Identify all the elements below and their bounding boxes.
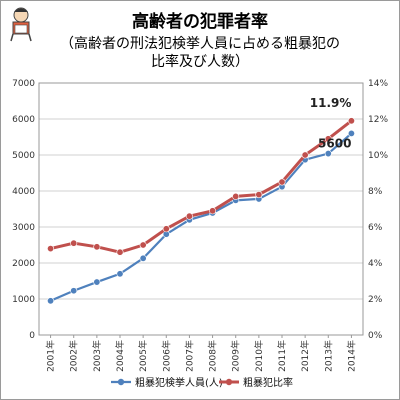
legend-label: 粗暴犯比率: [243, 376, 293, 389]
data-point: [70, 287, 78, 295]
data-point: [93, 278, 101, 286]
y-right-tick-label: 8%: [368, 187, 383, 197]
data-point: [47, 245, 55, 253]
data-point: [162, 225, 170, 233]
y-left-tick-label: 1000: [12, 295, 35, 305]
data-point: [139, 254, 147, 262]
y-left-tick-label: 0: [29, 331, 35, 341]
x-tick-label: 2002年: [68, 340, 80, 372]
data-point: [232, 192, 240, 200]
x-tick-label: 2008年: [207, 340, 219, 372]
series-line: [50, 132, 353, 302]
mascot-icon: [10, 7, 32, 42]
y-left-tick-label: 5000: [12, 151, 35, 161]
x-tick-label: 2001年: [45, 340, 57, 372]
x-tick-label: 2006年: [160, 340, 172, 372]
y-left-tick-label: 2000: [12, 259, 35, 269]
x-tick-label: 2012年: [299, 340, 311, 372]
legend-marker: [117, 378, 125, 386]
data-point: [347, 129, 355, 137]
data-point: [139, 241, 147, 249]
data-point: [255, 191, 263, 199]
x-tick-label: 2009年: [230, 340, 242, 372]
data-point: [93, 243, 101, 251]
y-left-tick-label: 3000: [12, 223, 35, 233]
y-right-tick-label: 10%: [368, 151, 388, 161]
data-label: 11.9%: [310, 96, 352, 110]
data-point: [347, 117, 355, 125]
y-left-tick-label: 7000: [12, 79, 35, 89]
x-tick-label: 2007年: [183, 340, 195, 372]
x-tick-label: 2014年: [345, 340, 357, 372]
data-point: [209, 207, 217, 215]
y-right-tick-label: 0%: [368, 331, 383, 341]
data-point: [301, 151, 309, 159]
chart-subtitle-line1: （高齢者の刑法犯検挙人員に占める粗暴犯の: [60, 36, 340, 52]
y-right-tick-label: 12%: [368, 115, 388, 125]
y-right-tick-label: 2%: [368, 295, 383, 305]
data-label: 5600: [318, 136, 351, 150]
y-left-tick-label: 6000: [12, 115, 35, 125]
legend-label: 粗暴犯検挙人員(人): [135, 376, 223, 389]
y-left-tick-label: 4000: [12, 187, 35, 197]
y-right-tick-label: 6%: [368, 223, 383, 233]
data-point: [116, 270, 124, 278]
data-point: [47, 297, 55, 305]
legend-marker: [225, 378, 233, 386]
x-tick-label: 2003年: [91, 340, 103, 372]
x-tick-label: 2013年: [322, 340, 334, 372]
data-point: [70, 239, 78, 247]
chart-subtitle-line2: 比率及び人数）: [151, 54, 249, 70]
data-point: [116, 248, 124, 256]
data-point: [324, 150, 332, 158]
x-tick-label: 2011年: [276, 340, 288, 372]
y-right-tick-label: 4%: [368, 259, 383, 269]
x-tick-label: 2005年: [137, 340, 149, 372]
data-point: [278, 178, 286, 186]
series-line: [50, 119, 353, 254]
y-right-tick-label: 14%: [368, 79, 388, 89]
plot-area: [38, 82, 364, 336]
x-tick-label: 2004年: [114, 340, 126, 372]
data-point: [324, 135, 332, 143]
chart-title: 高齢者の犯罪者率: [132, 12, 268, 32]
x-tick-label: 2010年: [253, 340, 265, 372]
data-point: [185, 212, 193, 220]
